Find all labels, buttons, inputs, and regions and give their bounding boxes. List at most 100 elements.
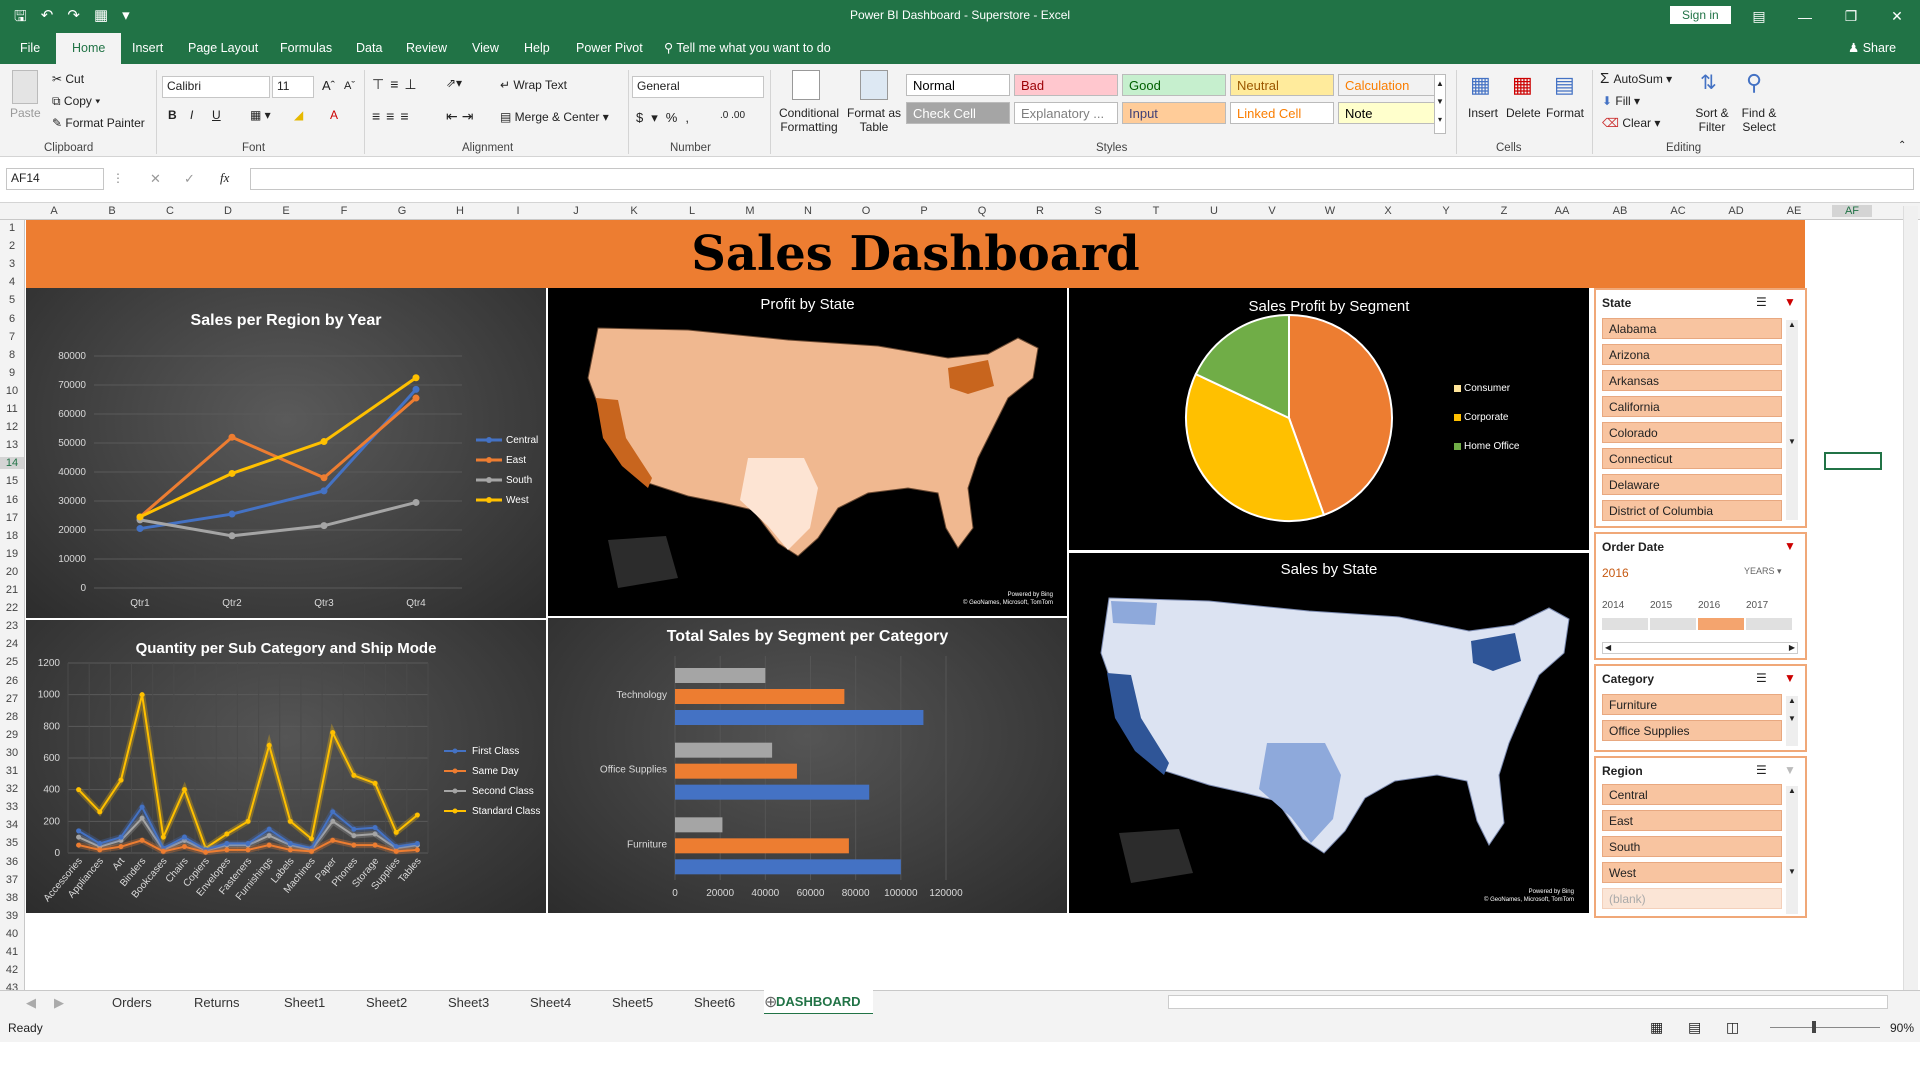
pie-slice-corporate[interactable] bbox=[1185, 372, 1326, 522]
sign-in-button[interactable]: Sign in bbox=[1670, 6, 1731, 24]
data-point[interactable] bbox=[228, 469, 236, 477]
data-point[interactable] bbox=[287, 847, 293, 853]
sheet-tab[interactable]: Returns bbox=[194, 995, 240, 1010]
column-header[interactable]: M bbox=[745, 205, 755, 217]
column-header[interactable]: AF bbox=[1832, 205, 1872, 217]
column-header[interactable]: AB bbox=[1612, 205, 1628, 217]
column-header[interactable]: W bbox=[1324, 205, 1336, 217]
row-header[interactable]: 41 bbox=[5, 946, 19, 958]
orientation-icon[interactable]: ⇗▾ bbox=[446, 76, 463, 90]
zoom-level[interactable]: 90% bbox=[1890, 1021, 1915, 1035]
data-point[interactable] bbox=[97, 841, 103, 846]
column-header[interactable]: R bbox=[1036, 205, 1044, 217]
column-header[interactable]: C bbox=[166, 205, 174, 217]
data-point[interactable] bbox=[414, 812, 420, 818]
row-header[interactable]: 19 bbox=[5, 547, 19, 560]
row-header[interactable]: 26 bbox=[5, 674, 19, 687]
row-header[interactable]: 7 bbox=[8, 330, 16, 343]
font-name-select[interactable]: Calibri bbox=[162, 76, 270, 98]
data-point[interactable] bbox=[330, 818, 336, 824]
data-point[interactable] bbox=[160, 834, 166, 840]
insert-function-icon[interactable]: fx bbox=[220, 170, 230, 185]
insert-cells-icon[interactable]: ▦ bbox=[1470, 72, 1491, 97]
data-point[interactable] bbox=[309, 836, 315, 842]
timeline-year-bar[interactable] bbox=[1698, 618, 1744, 630]
cell-style-input[interactable]: Input bbox=[1122, 102, 1226, 124]
series-line-south[interactable] bbox=[139, 500, 417, 538]
column-header[interactable]: D bbox=[224, 205, 232, 217]
data-point[interactable] bbox=[245, 841, 251, 846]
row-header[interactable]: 42 bbox=[5, 964, 19, 977]
form-icon[interactable]: ▦ bbox=[93, 7, 109, 24]
column-header[interactable]: L bbox=[688, 205, 696, 217]
data-point[interactable] bbox=[414, 847, 420, 853]
sheet-tab[interactable]: DASHBOARD bbox=[764, 990, 873, 1015]
data-point[interactable] bbox=[139, 837, 145, 843]
row-header[interactable]: 37 bbox=[5, 873, 19, 886]
tab-insert[interactable]: Insert bbox=[132, 41, 164, 55]
sales-segment-category-chart[interactable]: Total Sales by Segment per Category 0 200… bbox=[548, 618, 1067, 913]
slicer-item[interactable]: Colorado bbox=[1602, 422, 1782, 443]
row-header[interactable]: 24 bbox=[5, 638, 19, 651]
sort-filter-icon[interactable]: ⇅ bbox=[1700, 72, 1717, 94]
slicer-item[interactable]: West bbox=[1602, 862, 1782, 883]
tab-review[interactable]: Review bbox=[406, 41, 447, 55]
data-point[interactable] bbox=[414, 841, 420, 846]
data-point[interactable] bbox=[228, 532, 236, 540]
column-header[interactable]: AA bbox=[1554, 205, 1570, 217]
normal-view-icon[interactable]: ▦ bbox=[1650, 1019, 1664, 1035]
data-point[interactable] bbox=[203, 849, 209, 855]
region-slicer[interactable]: Region ☰ ▼ ▲ ▼ Central East South West (blank… bbox=[1594, 756, 1807, 918]
data-point[interactable] bbox=[372, 831, 378, 837]
tab-formulas[interactable]: Formulas bbox=[280, 41, 333, 55]
row-header[interactable]: 9 bbox=[8, 366, 16, 379]
cell-style-calculation[interactable]: Calculation bbox=[1338, 74, 1442, 96]
row-header[interactable]: 8 bbox=[8, 348, 16, 361]
data-point[interactable] bbox=[320, 522, 328, 530]
cell-style-check-cell[interactable]: Check Cell bbox=[906, 102, 1010, 124]
conditional-formatting-icon[interactable] bbox=[792, 70, 820, 100]
number-format-icons[interactable]: $▾%, bbox=[636, 110, 697, 125]
data-point[interactable] bbox=[320, 487, 328, 495]
row-header[interactable]: 39 bbox=[5, 909, 19, 922]
data-point[interactable] bbox=[351, 826, 357, 832]
sheet-tab[interactable]: Sheet2 bbox=[366, 995, 408, 1010]
column-header[interactable]: O bbox=[861, 205, 871, 217]
paste-button[interactable]: Paste bbox=[10, 106, 41, 120]
data-point[interactable] bbox=[139, 815, 145, 821]
data-point[interactable] bbox=[118, 834, 124, 840]
autosum-button[interactable]: Σ AutoSum ▾ bbox=[1600, 70, 1673, 87]
grow-font-icon[interactable]: Aˆ bbox=[322, 78, 335, 93]
clipboard-icon[interactable] bbox=[12, 70, 38, 104]
column-header[interactable]: AD bbox=[1728, 205, 1744, 217]
close-icon[interactable]: ✕ bbox=[1891, 8, 1903, 24]
sheet-tab[interactable]: Orders bbox=[112, 995, 152, 1010]
italic-button[interactable]: I bbox=[190, 108, 194, 122]
row-header[interactable]: 16 bbox=[5, 493, 19, 506]
data-point[interactable] bbox=[412, 498, 420, 506]
row-header[interactable]: 27 bbox=[5, 692, 19, 705]
slicer-scrollbar[interactable]: ▲ ▼ bbox=[1786, 696, 1798, 746]
active-cell[interactable] bbox=[1824, 452, 1882, 470]
magnifier-icon[interactable]: ⚲ bbox=[1746, 70, 1763, 95]
timeline-year-bar[interactable] bbox=[1650, 618, 1696, 630]
collapse-ribbon-icon[interactable]: ⌃ bbox=[1898, 140, 1907, 151]
tab-power-pivot[interactable]: Power Pivot bbox=[576, 41, 643, 55]
time-level-select[interactable]: YEARS ▾ bbox=[1744, 566, 1782, 576]
bar[interactable] bbox=[675, 689, 845, 704]
data-point[interactable] bbox=[393, 829, 399, 835]
slicer-item[interactable]: (blank) bbox=[1602, 888, 1782, 909]
bar[interactable] bbox=[675, 784, 870, 800]
borders-icon[interactable]: ▦ ▾ bbox=[250, 108, 271, 122]
row-header[interactable]: 20 bbox=[5, 565, 19, 578]
order-date-slicer[interactable]: Order Date ▼ 2016 YEARS ▾ 2014 2015 2016 20… bbox=[1594, 532, 1807, 660]
data-point[interactable] bbox=[412, 385, 420, 393]
data-point[interactable] bbox=[351, 842, 357, 848]
zoom-slider[interactable] bbox=[1770, 1021, 1880, 1033]
row-header[interactable]: 35 bbox=[5, 837, 19, 850]
quantity-subcategory-chart[interactable]: Quantity per Sub Category and Ship Mode … bbox=[26, 620, 546, 913]
row-header[interactable]: 15 bbox=[5, 475, 19, 488]
data-point[interactable] bbox=[97, 847, 103, 853]
row-header[interactable]: 5 bbox=[8, 294, 16, 307]
series-line-west[interactable] bbox=[139, 376, 417, 519]
